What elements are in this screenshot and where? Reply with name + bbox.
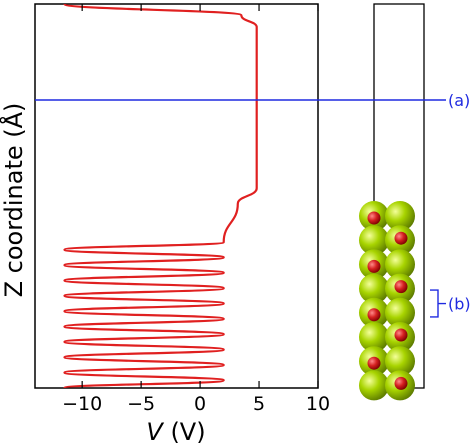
potential-curve bbox=[63, 2, 258, 390]
atom-slab bbox=[359, 201, 415, 401]
small-atom bbox=[367, 259, 381, 273]
x-axis-label: V (V) bbox=[146, 418, 205, 444]
x-tick-label: 10 bbox=[306, 393, 330, 415]
x-tick-label: 0 bbox=[194, 393, 206, 415]
annotations: (a) (b) bbox=[35, 91, 471, 318]
small-atom bbox=[394, 280, 408, 294]
large-atom bbox=[359, 322, 389, 352]
small-atom bbox=[367, 356, 381, 370]
large-atom bbox=[385, 249, 415, 280]
large-atom bbox=[359, 225, 389, 256]
annotation-b-label: (b) bbox=[448, 295, 471, 314]
small-atom bbox=[394, 376, 408, 390]
x-tick-label: −10 bbox=[62, 393, 102, 415]
x-tick-label: −5 bbox=[127, 393, 155, 415]
x-ticks: −10 −5 0 5 10 bbox=[62, 4, 330, 415]
curve-layer bbox=[63, 2, 258, 390]
large-atom bbox=[385, 201, 415, 231]
large-atom bbox=[359, 273, 389, 304]
x-axis-variable: V bbox=[146, 418, 164, 444]
small-atom bbox=[367, 211, 381, 225]
small-atom bbox=[394, 328, 408, 342]
x-axis-unit: (V) bbox=[163, 418, 206, 444]
y-axis-label: Z coordinate (Å) bbox=[0, 103, 28, 298]
annotation-b-bracket bbox=[430, 289, 446, 318]
small-atom bbox=[367, 308, 381, 322]
large-atom bbox=[359, 370, 389, 401]
x-tick-label: 5 bbox=[253, 393, 265, 415]
large-atom bbox=[385, 297, 415, 328]
plot-frame bbox=[34, 3, 319, 389]
large-atom bbox=[385, 346, 415, 377]
annotation-a-label: (a) bbox=[448, 91, 470, 110]
small-atom bbox=[394, 231, 408, 245]
